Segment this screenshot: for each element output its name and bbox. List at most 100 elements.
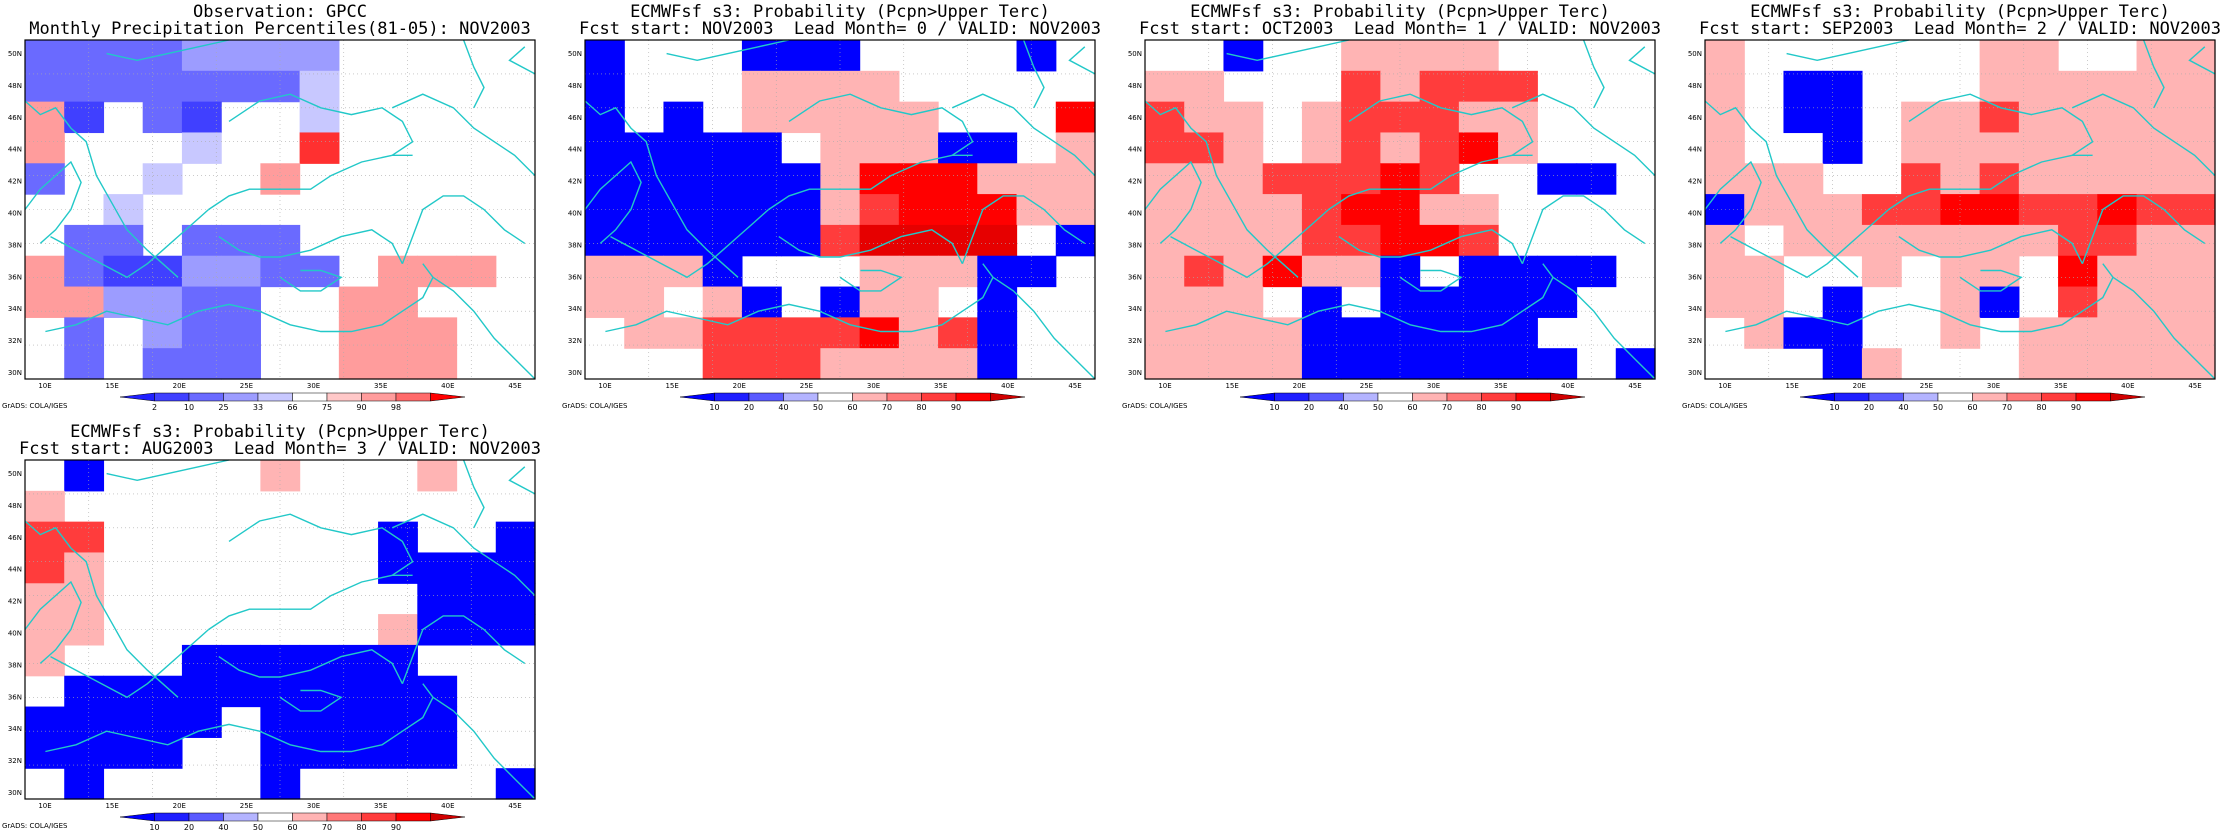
lon-tick-label: 45E	[508, 382, 521, 390]
grid-cell	[1458, 132, 1499, 164]
colorbar-label: 10	[1269, 403, 1279, 412]
grid-cell	[378, 614, 418, 646]
map-frame	[584, 39, 1096, 380]
grid-cell	[495, 768, 536, 800]
colorbar-label: 75	[322, 403, 332, 412]
grid-cell	[260, 737, 301, 769]
lon-tick-label: 40E	[1561, 382, 1574, 390]
coastline	[218, 649, 404, 685]
grid-cell	[1744, 163, 1785, 195]
grid-cell	[1783, 224, 1824, 257]
lat-tick-label: 32N	[8, 337, 22, 345]
grid-cell	[741, 132, 782, 164]
grid-cell	[142, 163, 183, 195]
grid-cell	[702, 317, 743, 349]
colorbar-label: 70	[322, 823, 332, 832]
grid-cell	[64, 460, 105, 492]
grid-cell	[663, 255, 704, 288]
grid-cell	[299, 706, 340, 738]
grid-cell	[1145, 70, 1185, 103]
grid-cell	[1301, 101, 1342, 134]
grid-cell	[1979, 101, 2020, 134]
grid-cell	[25, 583, 65, 615]
colorbar-swatch	[188, 392, 224, 402]
grid-cell	[820, 317, 861, 349]
coastline	[951, 93, 1096, 177]
colorbar-label: 2	[152, 403, 157, 412]
grid-cell	[1184, 286, 1225, 318]
grid-cell	[1498, 132, 1538, 164]
grid-cell	[181, 70, 222, 103]
map-frame	[1144, 39, 1656, 380]
coastline	[50, 208, 210, 279]
grid-cell	[2018, 70, 2059, 103]
lon-tick-label: 30E	[1427, 382, 1440, 390]
coastline	[24, 100, 179, 278]
grid-cell	[181, 224, 222, 257]
grid-cell	[417, 460, 458, 492]
panel-title: ECMWFsf s3: Probability (Pcpn>Upper Terc…	[560, 4, 1120, 38]
grid-cell	[2018, 163, 2059, 195]
coastline	[1704, 100, 1859, 278]
lat-tick-label: 44N	[568, 146, 582, 154]
colorbar-label: 98	[391, 403, 401, 412]
grid-cell	[781, 317, 821, 349]
coastline	[666, 39, 790, 62]
lat-tick-label: 32N	[1688, 337, 1702, 345]
grid-cell	[898, 132, 939, 164]
colorbar-label: 40	[778, 403, 788, 412]
grid-cell	[702, 194, 743, 226]
grid-cell	[2136, 132, 2177, 164]
lat-tick-label: 34N	[1128, 305, 1142, 313]
grid-cell	[25, 490, 65, 523]
grid-cell	[1419, 70, 1460, 103]
grid-cell	[585, 40, 625, 72]
grid-cell	[2018, 132, 2059, 164]
grid-cell	[1822, 70, 1863, 103]
map-frame	[24, 39, 536, 380]
panel-title-line-1: ECMWFsf s3: Probability (Pcpn>Upper Terc…	[70, 422, 490, 442]
map-panel-2: ECMWFsf s3: Probability (Pcpn>Upper Terc…	[560, 0, 1120, 420]
lat-tick-label: 46N	[1688, 114, 1702, 122]
coastline	[1725, 263, 2114, 333]
grid-cell	[1262, 255, 1303, 288]
lat-tick-label: 30N	[568, 369, 582, 377]
coastline	[401, 195, 526, 264]
colorbar-swatch	[1972, 392, 2008, 402]
grid-cell	[142, 255, 183, 288]
grid-cell	[977, 132, 1018, 164]
grid-cell	[1744, 286, 1785, 318]
grid-cell	[820, 194, 861, 226]
grid-cell	[741, 224, 782, 257]
grads-credit: GrADS: COLA/IGES	[2, 402, 68, 410]
grid-cell	[898, 194, 939, 226]
grid-cell	[103, 255, 144, 288]
panel-title-line-1: ECMWFsf s3: Probability (Pcpn>Upper Terc…	[630, 2, 1050, 22]
grid-cell	[2058, 163, 2098, 195]
grid-cell	[64, 224, 105, 257]
grid-cell	[142, 70, 183, 103]
grid-cell	[417, 675, 458, 708]
coastline	[508, 466, 536, 495]
lat-tick-label: 30N	[8, 789, 22, 797]
grid-cell	[781, 163, 821, 195]
grid-cell	[1341, 255, 1381, 288]
colorbar-swatch	[1343, 392, 1379, 402]
grid-cell	[1419, 348, 1460, 380]
grid-cell	[2097, 286, 2138, 318]
coastline	[391, 93, 536, 177]
colorbar-label: 80	[1476, 403, 1486, 412]
coastline	[2142, 39, 2165, 109]
grid-cell	[2175, 163, 2216, 195]
grid-cell	[1419, 101, 1460, 134]
grid-cell	[456, 614, 497, 646]
grid-cell	[1419, 132, 1460, 164]
coastline	[1552, 276, 1656, 380]
lon-tick-label: 30E	[867, 382, 880, 390]
grid-cell	[1705, 163, 1745, 195]
grid-cell	[585, 70, 625, 103]
grid-cell	[1380, 132, 1421, 164]
coastline	[2081, 195, 2206, 264]
panel-title: ECMWFsf s3: Probability (Pcpn>Upper Terc…	[1120, 4, 1680, 38]
lat-tick-label: 42N	[568, 178, 582, 186]
